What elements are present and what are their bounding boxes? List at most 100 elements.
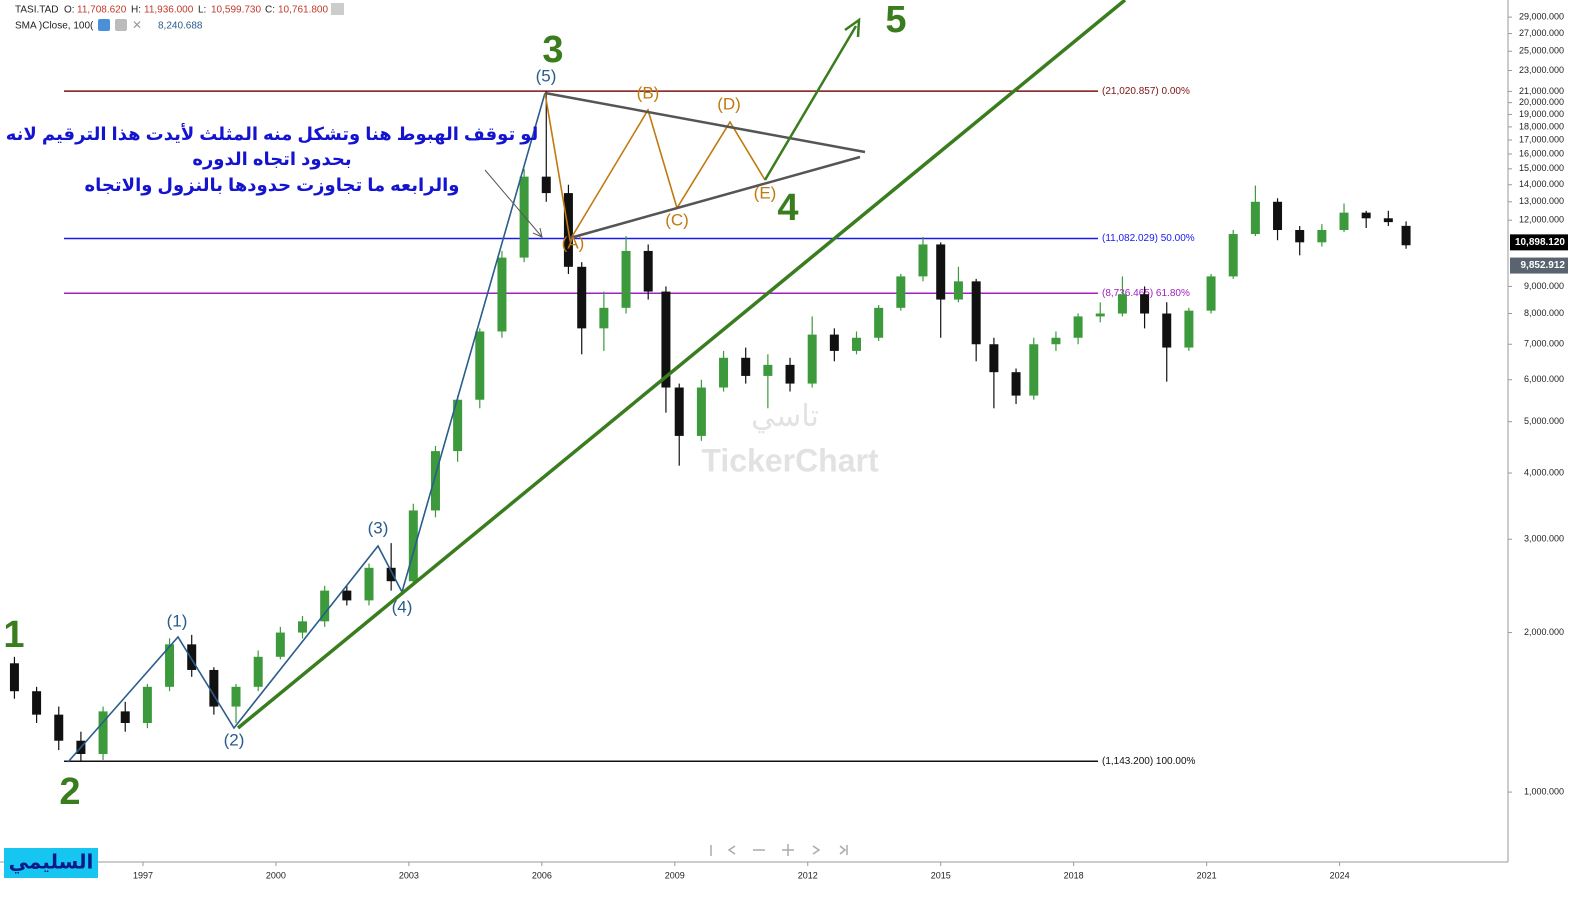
candle-body [763,364,773,376]
candle-body [719,357,729,388]
candle-body [342,590,352,601]
candle-body [1206,276,1216,311]
candle-body [9,663,19,692]
candle-body [1383,218,1393,223]
candle-body [643,250,653,292]
triangle-lower [569,155,861,240]
y-tick-label: 17,000.000 [1519,134,1564,144]
note-line: لو توقف الهبوط هنا وتشكل منه المثلث لأيد… [6,123,539,145]
y-tick-label: 9,000.000 [1524,281,1564,291]
candle-body [98,711,108,754]
sub-wave-label: (1) [167,611,188,630]
y-tick-label: 15,000.000 [1519,163,1564,173]
author-tag [4,848,98,878]
nav-left[interactable] [727,845,736,855]
sub-wave-label: (2) [224,730,245,749]
nav-bar [710,844,848,856]
candle-body [253,656,263,687]
y-tick-label: 8,000.000 [1524,308,1564,318]
price-badge [1510,257,1568,274]
y-tick-label: 5,000.000 [1524,416,1564,426]
ohlc-value: 10,761.800 [278,5,328,16]
fib-label: (1,143.200) 100.00% [1102,756,1196,767]
sub-wave-label: (3) [368,518,389,537]
nav-right[interactable] [812,845,821,855]
indicator-icon[interactable] [98,19,110,31]
candle-body [696,387,706,436]
wave-label: 5 [885,0,906,41]
watermark: TickerChart [701,442,879,478]
candle-body [1051,337,1061,345]
fib-label: (21,020.857) 0.00% [1102,86,1190,97]
corrective-wave-line [544,92,766,243]
price-badge [1510,234,1568,251]
y-tick-label: 21,000.000 [1519,86,1564,96]
indicator-icon[interactable] [115,19,127,31]
candle-body [165,644,175,687]
candle-body [674,387,684,436]
note-line: والرابعه ما تجاوزت حدودها بالنزول والاتج… [85,175,460,196]
candle-body [1317,229,1327,243]
wave-label: 3 [542,29,563,71]
indicator-name: SMA )Close, 100( [15,21,94,32]
candle-body [1117,294,1127,314]
y-tick-label: 7,000.000 [1524,339,1564,349]
candle-body [918,244,928,277]
y-tick-label: 18,000.000 [1519,121,1564,131]
x-tick-label: 2003 [399,870,419,880]
y-tick-label: 12,000.000 [1519,215,1564,225]
x-tick-label: 2021 [1197,870,1217,880]
candle-body [275,632,285,657]
y-tick-label: 1,000.000 [1524,786,1564,796]
candle-body [453,399,463,452]
candle-body [1295,229,1305,243]
x-tick-label: 2009 [665,870,685,880]
candle-body [519,176,529,258]
candle-body [541,176,551,194]
fib-layer: (21,020.857) 0.00% (11,082.029) 50.00% (8,… [64,86,1196,767]
ohlc-label: C: [265,5,275,16]
y-tick-label: 3,000.000 [1524,534,1564,544]
candle-body [1073,316,1083,338]
candle-body [577,266,587,329]
candle-body [621,250,631,308]
candle-body [32,691,42,715]
candle-body [497,257,507,332]
price-badge-label: 10,898.120 [1515,237,1565,248]
sub-wave-label: (4) [392,597,413,616]
fib-label: (8,736.465) 61.80% [1102,288,1190,299]
candle-body [120,711,130,724]
candle-body [829,334,839,351]
y-tick-label: 19,000.000 [1519,109,1564,119]
wave-label: 2 [59,771,80,813]
candle-body [741,357,751,376]
x-tick-label: 2015 [931,870,951,880]
x-tick-label: 2018 [1064,870,1084,880]
candle-body [475,331,485,400]
nav-end[interactable] [839,845,847,855]
symbol: TASI.TAD [15,5,59,16]
candle-body [1011,372,1021,396]
candle-body [430,451,440,511]
ohlc-value: 11,708.620 [77,5,127,16]
indicator-close[interactable]: ✕ [132,18,142,32]
corrective-wave-label: (B) [637,83,660,102]
candle-body [386,567,396,582]
wave-label: 4 [777,187,798,229]
triangle-upper [544,91,866,154]
pointer-arrow [484,169,543,238]
y-tick-label: 29,000.000 [1519,11,1564,21]
candle-body [1228,234,1238,277]
ohlc-value: 11,936.000 [144,5,194,16]
x-tick-label: 1997 [133,870,153,880]
candle-body [1361,212,1371,219]
y-tick-label: 4,000.000 [1524,467,1564,477]
x-tick-label: 2006 [532,870,552,880]
candle-body [852,337,862,351]
price-badge-label: 9,852.912 [1521,260,1566,271]
y-tick-label: 6,000.000 [1524,374,1564,384]
x-tick-label: 2000 [266,870,286,880]
candle-body [1095,313,1105,317]
candle-body [971,281,981,345]
